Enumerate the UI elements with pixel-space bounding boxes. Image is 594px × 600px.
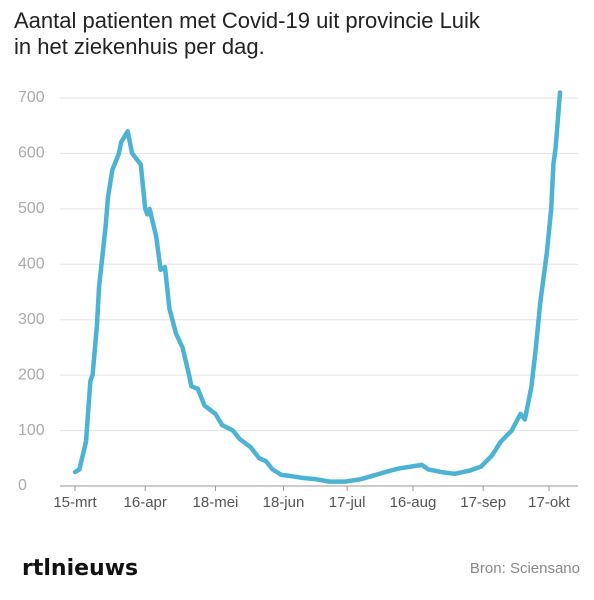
y-tick-label: 500 [18,200,45,217]
y-tick-label: 400 [18,256,45,273]
y-tick-label: 100 [18,422,45,439]
x-tick-label: 17-sep [460,494,506,511]
line [72,90,563,484]
x-tick-label: 16-apr [124,494,167,511]
x-tick-label: 17-okt [528,494,571,511]
y-tick-label: 200 [18,366,45,383]
chart-title: in het ziekenhuis per dag. [14,34,265,59]
y-tick-label: 0 [18,477,27,494]
x-tick-label: 18-jun [263,494,305,511]
x-tick-label: 18-mei [193,494,239,511]
y-tick-label: 300 [18,311,45,328]
source: Bron: Sciensano [470,560,580,577]
chart-title: Aantal patienten met Covid-19 uit provin… [14,8,481,33]
x-tick-label: 15-mrt [53,494,97,511]
y-tick-label: 600 [18,145,45,162]
y-tick-label: 700 [18,89,45,106]
x-tick-label: 17-jul [329,494,366,511]
x-tick-label: 16-aug [390,494,437,511]
logo: rtlnieuws [22,556,138,581]
